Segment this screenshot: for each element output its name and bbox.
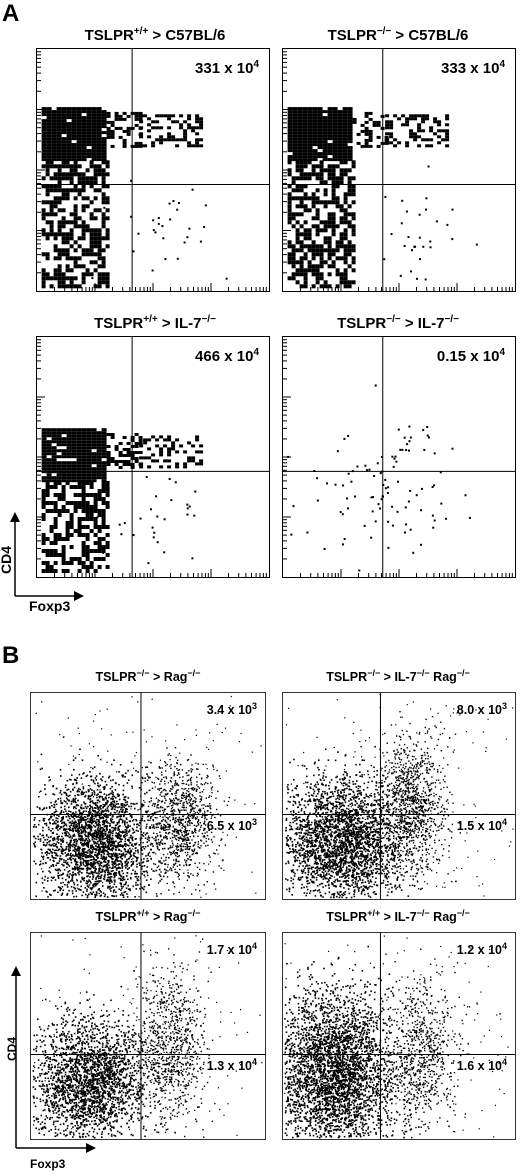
plot-b1-count-lower-right: 6.5 x 103 bbox=[206, 817, 257, 834]
plot-b3-title: TSLPR+/+ > Rag−/− bbox=[95, 908, 201, 925]
plot-b1-title: TSLPR−/− > Rag−/− bbox=[95, 668, 201, 685]
panel-a-letter: A bbox=[2, 0, 20, 27]
plot-b3-count-lower-right: 1.3 x 104 bbox=[206, 1057, 257, 1074]
plot-a4-title: TSLPR−/− > IL-7−/− bbox=[337, 314, 459, 332]
plot-a3-title: TSLPR+/+ > IL-7−/− bbox=[94, 314, 216, 332]
plot-a2-title: TSLPR−/− > C57BL/6 bbox=[327, 26, 469, 44]
scatter-canvas bbox=[31, 933, 265, 1139]
scatter-canvas bbox=[283, 49, 515, 291]
plot-b4-count-lower-right: 1.6 x 104 bbox=[456, 1057, 507, 1074]
panel-a-ylabel: CD4 bbox=[0, 545, 15, 575]
flow-plot-a2: 333 x 104 bbox=[282, 48, 516, 292]
scatter-canvas bbox=[31, 693, 265, 899]
flow-plot-b4: 1.2 x 104 1.6 x 104 bbox=[282, 932, 516, 1140]
plot-a4-count-upper-right: 0.15 x 104 bbox=[436, 347, 505, 365]
scatter-canvas bbox=[283, 933, 515, 1139]
plot-a3-count-upper-right: 466 x 104 bbox=[195, 347, 259, 365]
flow-plot-a3: 466 x 104 bbox=[36, 336, 270, 578]
scatter-canvas bbox=[37, 337, 269, 577]
flow-plot-b3: 1.7 x 104 1.3 x 104 bbox=[30, 932, 266, 1140]
plot-a2-count-upper-right: 333 x 104 bbox=[441, 59, 505, 77]
panel-b-axis-arrows bbox=[11, 966, 96, 1153]
scatter-canvas bbox=[283, 337, 515, 577]
plot-b4-title: TSLPR+/+ > IL-7−/− Rag−/− bbox=[326, 908, 470, 925]
scatter-canvas bbox=[37, 49, 269, 291]
flow-plot-b1: 3.4 x 103 6.5 x 103 bbox=[30, 692, 266, 900]
plot-b2-count-upper-right: 8.0 x 103 bbox=[456, 701, 507, 718]
plot-a1-title: TSLPR+/+ > C57BL/6 bbox=[84, 26, 226, 44]
panel-b-ylabel: CD4 bbox=[5, 1036, 20, 1062]
panel-a-xlabel: Foxp3 bbox=[29, 598, 71, 614]
plot-b1-count-upper-right: 3.4 x 103 bbox=[206, 701, 257, 718]
panel-b-letter: B bbox=[2, 642, 20, 669]
plot-b2-title: TSLPR−/− > IL-7−/− Rag−/− bbox=[326, 668, 470, 685]
plot-b2-count-lower-right: 1.5 x 104 bbox=[456, 817, 507, 834]
plot-b3-count-upper-right: 1.7 x 104 bbox=[206, 941, 257, 958]
scatter-canvas bbox=[283, 693, 515, 899]
flow-plot-a4: 0.15 x 104 bbox=[282, 336, 516, 578]
flow-plot-b2: 8.0 x 103 1.5 x 104 bbox=[282, 692, 516, 900]
flow-plot-a1: 331 x 104 bbox=[36, 48, 270, 292]
panel-b-xlabel: Foxp3 bbox=[30, 1157, 66, 1171]
plot-b4-count-upper-right: 1.2 x 104 bbox=[456, 941, 507, 958]
plot-a1-count-upper-right: 331 x 104 bbox=[195, 59, 259, 77]
panel-a-axis-arrows bbox=[10, 512, 84, 601]
